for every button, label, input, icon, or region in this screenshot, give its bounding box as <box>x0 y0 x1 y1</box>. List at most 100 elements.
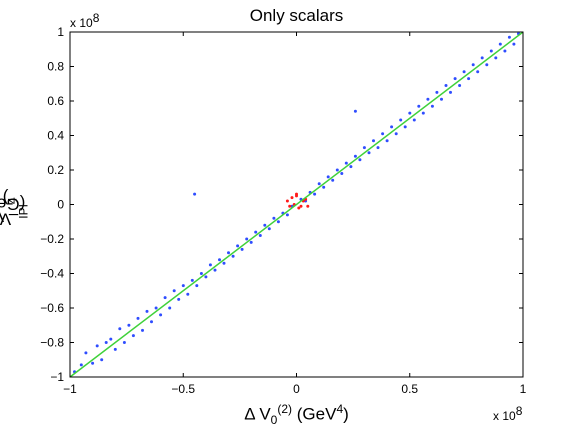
data-point <box>376 146 380 150</box>
data-point <box>421 111 425 115</box>
y-axis-ticks: −1 −0.8 −0.6 −0.4 −0.2 0 0.2 0.4 0.6 0.8 1 <box>40 25 523 384</box>
data-point <box>317 182 321 186</box>
data-point <box>276 220 280 224</box>
data-point <box>335 168 339 172</box>
y-tick-label: −0.4 <box>40 267 64 281</box>
data-point <box>426 97 430 101</box>
data-point <box>285 199 289 203</box>
data-point <box>512 42 516 46</box>
data-point <box>181 284 185 288</box>
x-tick-label: 1 <box>520 382 527 396</box>
data-point <box>494 56 498 60</box>
data-point <box>444 84 448 87</box>
data-point <box>213 268 217 272</box>
data-point <box>159 313 163 317</box>
data-point <box>498 42 502 46</box>
y-tick-label: 1 <box>57 25 64 39</box>
data-point <box>435 90 439 94</box>
data-point <box>430 104 434 108</box>
data-point <box>344 161 348 165</box>
data-point <box>471 63 475 67</box>
data-point <box>136 316 140 320</box>
x-tick-label: −0.5 <box>171 382 195 396</box>
data-point <box>412 118 416 122</box>
data-point <box>440 97 443 101</box>
data-point <box>204 275 208 279</box>
data-point <box>467 77 471 81</box>
x-axis-ticks: −1 −0.5 0 0.5 1 <box>63 32 527 396</box>
data-point <box>263 223 267 227</box>
data-point <box>95 344 99 348</box>
data-point <box>141 328 144 332</box>
y-tick-label: −0.2 <box>40 232 64 246</box>
fit-line <box>69 31 524 378</box>
data-point <box>362 146 366 150</box>
y-tick-label: −0.6 <box>40 301 64 315</box>
data-point <box>403 125 407 129</box>
data-point <box>222 261 226 265</box>
data-point <box>480 56 484 60</box>
data-point <box>272 216 276 220</box>
data-point <box>227 251 230 255</box>
data-points <box>73 32 520 374</box>
data-point <box>177 297 181 301</box>
x-axis-exponent: x 108 <box>493 404 523 423</box>
data-point <box>306 204 310 208</box>
data-point <box>118 327 122 331</box>
data-point <box>163 296 167 300</box>
data-point <box>84 351 88 355</box>
data-point <box>322 185 326 189</box>
data-point <box>127 323 131 327</box>
data-point <box>131 334 135 338</box>
data-point <box>394 132 398 136</box>
data-point <box>462 70 466 74</box>
data-point <box>249 240 253 244</box>
data-point <box>193 192 197 196</box>
data-point <box>358 158 362 162</box>
y-tick-label: −1 <box>50 370 64 384</box>
y-tick-label: 0.8 <box>47 60 64 74</box>
data-point <box>267 227 271 231</box>
data-point <box>485 63 489 67</box>
data-point <box>172 289 176 293</box>
data-point <box>408 111 412 115</box>
data-point <box>190 278 194 282</box>
data-point <box>326 175 330 179</box>
data-point <box>372 139 375 143</box>
data-point <box>453 77 457 81</box>
x-axis-label: Δ V0(2) (GeV4) <box>244 402 349 428</box>
data-point <box>340 172 344 175</box>
data-point <box>313 192 317 196</box>
data-point <box>122 341 126 344</box>
data-point <box>168 306 172 310</box>
data-point <box>154 306 158 310</box>
data-point <box>449 90 452 94</box>
data-point <box>489 49 493 53</box>
data-point <box>199 272 203 275</box>
x-tick-label: 0.5 <box>401 382 418 396</box>
data-point <box>390 125 394 129</box>
data-point <box>353 109 357 113</box>
data-point <box>236 244 240 248</box>
data-point <box>349 165 353 169</box>
data-point <box>113 347 117 351</box>
y-axis-exponent: x 108 <box>70 11 100 30</box>
data-point <box>417 104 421 108</box>
data-point <box>367 151 371 155</box>
data-point <box>218 258 221 262</box>
data-point <box>295 192 298 196</box>
y-tick-label: 0.2 <box>47 163 64 177</box>
data-point <box>145 309 149 313</box>
data-point <box>245 237 249 241</box>
data-point <box>476 70 480 74</box>
data-point <box>507 35 511 39</box>
data-point <box>195 284 199 288</box>
x-tick-label: 0 <box>293 382 300 396</box>
data-point <box>385 139 389 143</box>
data-point <box>100 358 104 362</box>
data-point <box>186 292 190 296</box>
data-point <box>258 234 262 237</box>
y-tick-label: 0.6 <box>47 94 64 108</box>
data-point <box>458 84 462 87</box>
